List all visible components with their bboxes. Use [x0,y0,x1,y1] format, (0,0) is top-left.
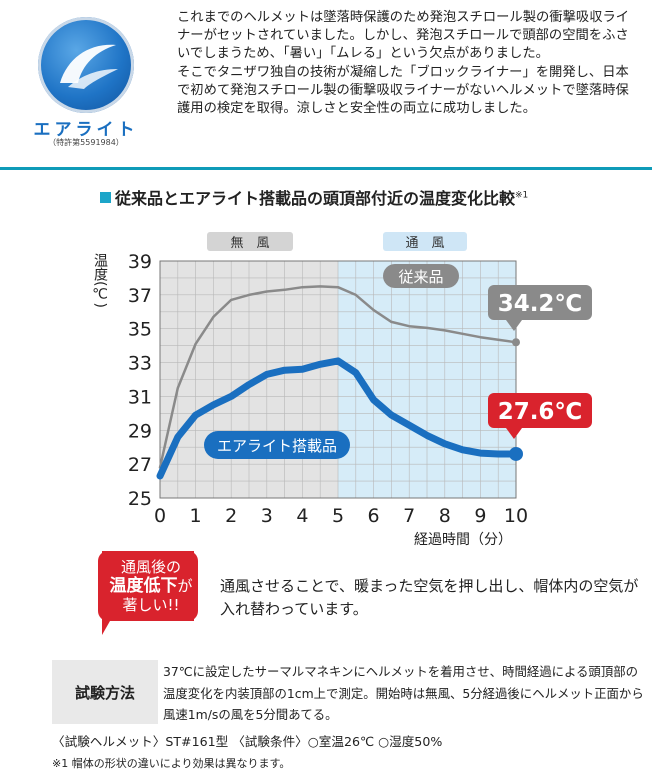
x-tick-label: 5 [332,505,344,527]
x-tick-label: 6 [368,505,380,527]
x-tick-label: 4 [296,505,308,527]
intro-text: これまでのヘルメットは墜落時保護のため発泡スチロール製の衝撃吸収ライナーがセット… [177,9,639,118]
wind-label: 通 風 [405,236,444,251]
y-tick-label: 25 [128,488,152,510]
callout-line-1: 通風後の [120,558,181,576]
y-tick-label: 27 [128,454,152,476]
method-text: 37℃に設定したサーマルマネキンにヘルメットを着用させ、時間経過による頭頂部の温… [163,664,644,722]
intro-paragraph-1: これまでのヘルメットは墜落時保護のため発泡スチロール製の衝撃吸収ライナーがセット… [177,10,630,62]
no-wind-label: 無 風 [230,236,269,251]
legacy-end-box [488,285,592,320]
x-tick-label: 8 [439,505,451,527]
x-axis-label: 経過時間（分） [414,532,512,548]
x-tick-label: 2 [225,505,237,527]
x-tick-label: 10 [504,505,528,527]
callout-line-2: 温度低下 [109,576,178,596]
x-tick-label: 9 [474,505,486,527]
x-tick-label: 7 [403,505,415,527]
test-conditions: 〈試験ヘルメット〉ST#161型 〈試験条件〉○室温26℃ ○湿度50% [52,734,443,749]
series-line-1 [156,357,520,480]
chart-title-text: 従来品とエアライト搭載品の頭頂部付近の温度変化比較 [115,189,516,208]
temperature-chart: 無 風 通 風 25 27 29 31 33 35 37 39 0 1 2 3 4 5 6 7 8 9 10 経過時間（分… [92,232,592,548]
callout-text: 通風後の 温度低下が 著しい!! [101,558,201,615]
legacy-end-pointer [506,320,522,331]
section-divider [0,167,652,170]
airflow-swoosh-icon [60,44,118,89]
airlite-series-label: エアライト搭載品 [217,437,337,455]
airlite-logo [38,17,134,113]
footnote: ※1 帽体の形状の違いにより効果は異なります。 [52,757,291,770]
legacy-series-label: 従来品 [398,268,443,286]
callout-burst [98,551,198,635]
x-tick-label: 0 [154,505,166,527]
y-axis-label: 温度(℃) [92,253,108,308]
legacy-label-bg [383,264,459,288]
y-tick-label: 35 [128,319,152,341]
legacy-end-value: 34.2℃ [498,291,583,317]
chart-title-note: ※1 [515,190,529,201]
series-end-point-0 [512,338,520,347]
x-tick-label: 3 [261,505,273,527]
airlite-end-box [488,393,592,428]
y-tick-label: 33 [128,353,152,375]
x-tick-label: 1 [190,505,202,527]
series-line-0 [158,285,518,469]
y-tick-label: 39 [128,251,152,273]
series-end-point-1 [509,446,523,461]
patent-number: （特許第5591984） [48,138,124,147]
method-label: 試験方法 [52,660,158,724]
title-square-icon [100,192,111,203]
airlite-label-bg [204,431,350,459]
wind-label-bg [383,232,467,251]
no-wind-label-bg [207,232,293,251]
y-tick-label: 29 [128,420,152,442]
y-tick-label: 37 [128,285,152,307]
ventilation-note: 通風させることで、暖まった空気を押し出し、帽体内の空気が入れ替わっています。 [220,577,639,618]
callout-line-2b: が [177,577,193,595]
intro-paragraph-2: そこでタニザワ独自の技術が凝縮した「ブロックライナー」を開発し、日本で初めて発泡… [177,64,629,117]
callout-line-3: 著しい!! [122,596,180,614]
chart-title: 従来品とエアライト搭載品の頭頂部付近の温度変化比較※1 [100,185,528,209]
airlite-end-pointer [506,428,522,439]
logo-name: エアライト [33,120,139,140]
airlite-end-value: 27.6℃ [498,399,583,425]
y-tick-label: 31 [128,386,152,408]
plot-frame [159,260,517,499]
